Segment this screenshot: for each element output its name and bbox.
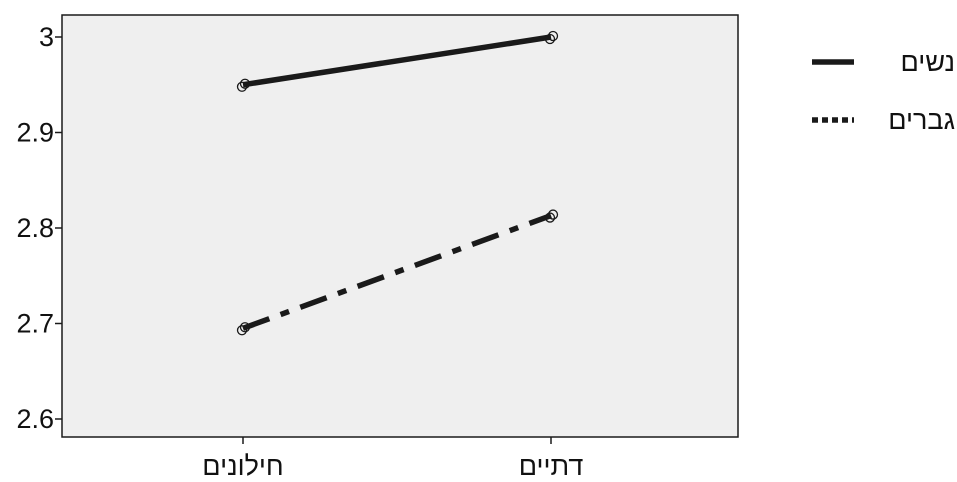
x-category-label: חילונים (202, 451, 283, 477)
data-point-marker (547, 209, 559, 220)
data-point-marker (547, 30, 559, 42)
series-layer (236, 30, 559, 336)
legend: נשים גברים (812, 47, 955, 135)
legend-label: נשים (901, 47, 955, 77)
y-tick-label: 3 (39, 22, 54, 52)
y-tick-label: 2.6 (16, 404, 54, 434)
y-axis: 2.6 2.7 2.8 2.9 3 (16, 22, 62, 434)
x-category-label: דתיים (519, 451, 584, 477)
x-axis: חילונים דתיים (202, 437, 584, 481)
data-point-marker (544, 212, 556, 223)
data-point-marker (236, 325, 248, 336)
data-point-marker (544, 33, 556, 45)
data-point-marker (239, 322, 251, 333)
series-line-0 (242, 34, 552, 88)
y-tick-label: 2.7 (16, 309, 54, 339)
y-tick-label: 2.9 (16, 118, 54, 148)
data-point-marker (239, 78, 251, 89)
series-line-1 (242, 213, 552, 331)
legend-label: גברים (888, 105, 955, 135)
plot-background (61, 14, 739, 438)
data-point-marker (236, 81, 248, 92)
y-tick-label: 2.8 (16, 213, 54, 243)
